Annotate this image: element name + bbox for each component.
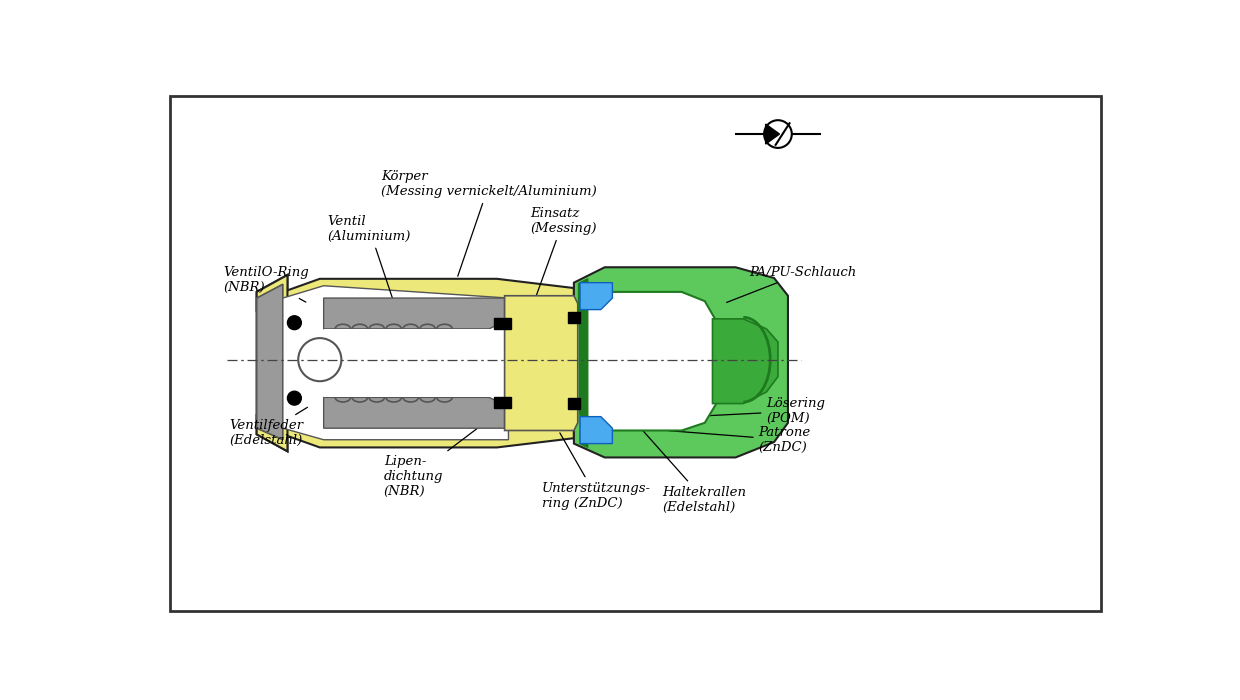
- Polygon shape: [578, 283, 580, 311]
- Polygon shape: [257, 275, 288, 452]
- Circle shape: [764, 120, 792, 148]
- Polygon shape: [580, 283, 613, 309]
- Bar: [494, 398, 511, 408]
- Circle shape: [299, 338, 341, 382]
- Polygon shape: [580, 416, 613, 444]
- Text: PA/PU-Schlauch: PA/PU-Schlauch: [727, 266, 857, 302]
- Polygon shape: [580, 279, 588, 447]
- Polygon shape: [580, 292, 717, 430]
- Polygon shape: [574, 267, 787, 458]
- Text: Ventil
(Aluminium): Ventil (Aluminium): [327, 215, 410, 309]
- Text: Lipen-
dichtung
(NBR): Lipen- dichtung (NBR): [383, 415, 495, 498]
- Bar: [568, 398, 580, 409]
- Circle shape: [288, 316, 301, 330]
- Text: Einsatz
(Messing): Einsatz (Messing): [529, 207, 596, 295]
- Polygon shape: [324, 398, 505, 428]
- Text: Lösering
(POM): Lösering (POM): [615, 398, 826, 425]
- Text: Körper
(Messing vernickelt/Aluminium): Körper (Messing vernickelt/Aluminium): [382, 170, 598, 276]
- Polygon shape: [505, 295, 578, 430]
- Polygon shape: [765, 124, 780, 144]
- Text: Patrone
(ZnDC): Patrone (ZnDC): [670, 426, 811, 454]
- Bar: [568, 312, 580, 323]
- Polygon shape: [283, 286, 508, 440]
- Text: Ventilfeder
(Edelstahl): Ventilfeder (Edelstahl): [229, 407, 308, 447]
- Bar: [494, 318, 511, 329]
- Polygon shape: [257, 415, 574, 452]
- Circle shape: [288, 391, 301, 405]
- Text: VentilO-Ring
(NBR): VentilO-Ring (NBR): [223, 266, 309, 302]
- Text: Unterstützungs-
ring (ZnDC): Unterstützungs- ring (ZnDC): [542, 433, 651, 510]
- Polygon shape: [713, 318, 777, 403]
- Polygon shape: [257, 284, 283, 440]
- Polygon shape: [257, 275, 574, 311]
- Bar: [324, 329, 505, 398]
- Text: Haltekrallen
(Edelstahl): Haltekrallen (Edelstahl): [641, 428, 746, 514]
- Polygon shape: [324, 298, 505, 329]
